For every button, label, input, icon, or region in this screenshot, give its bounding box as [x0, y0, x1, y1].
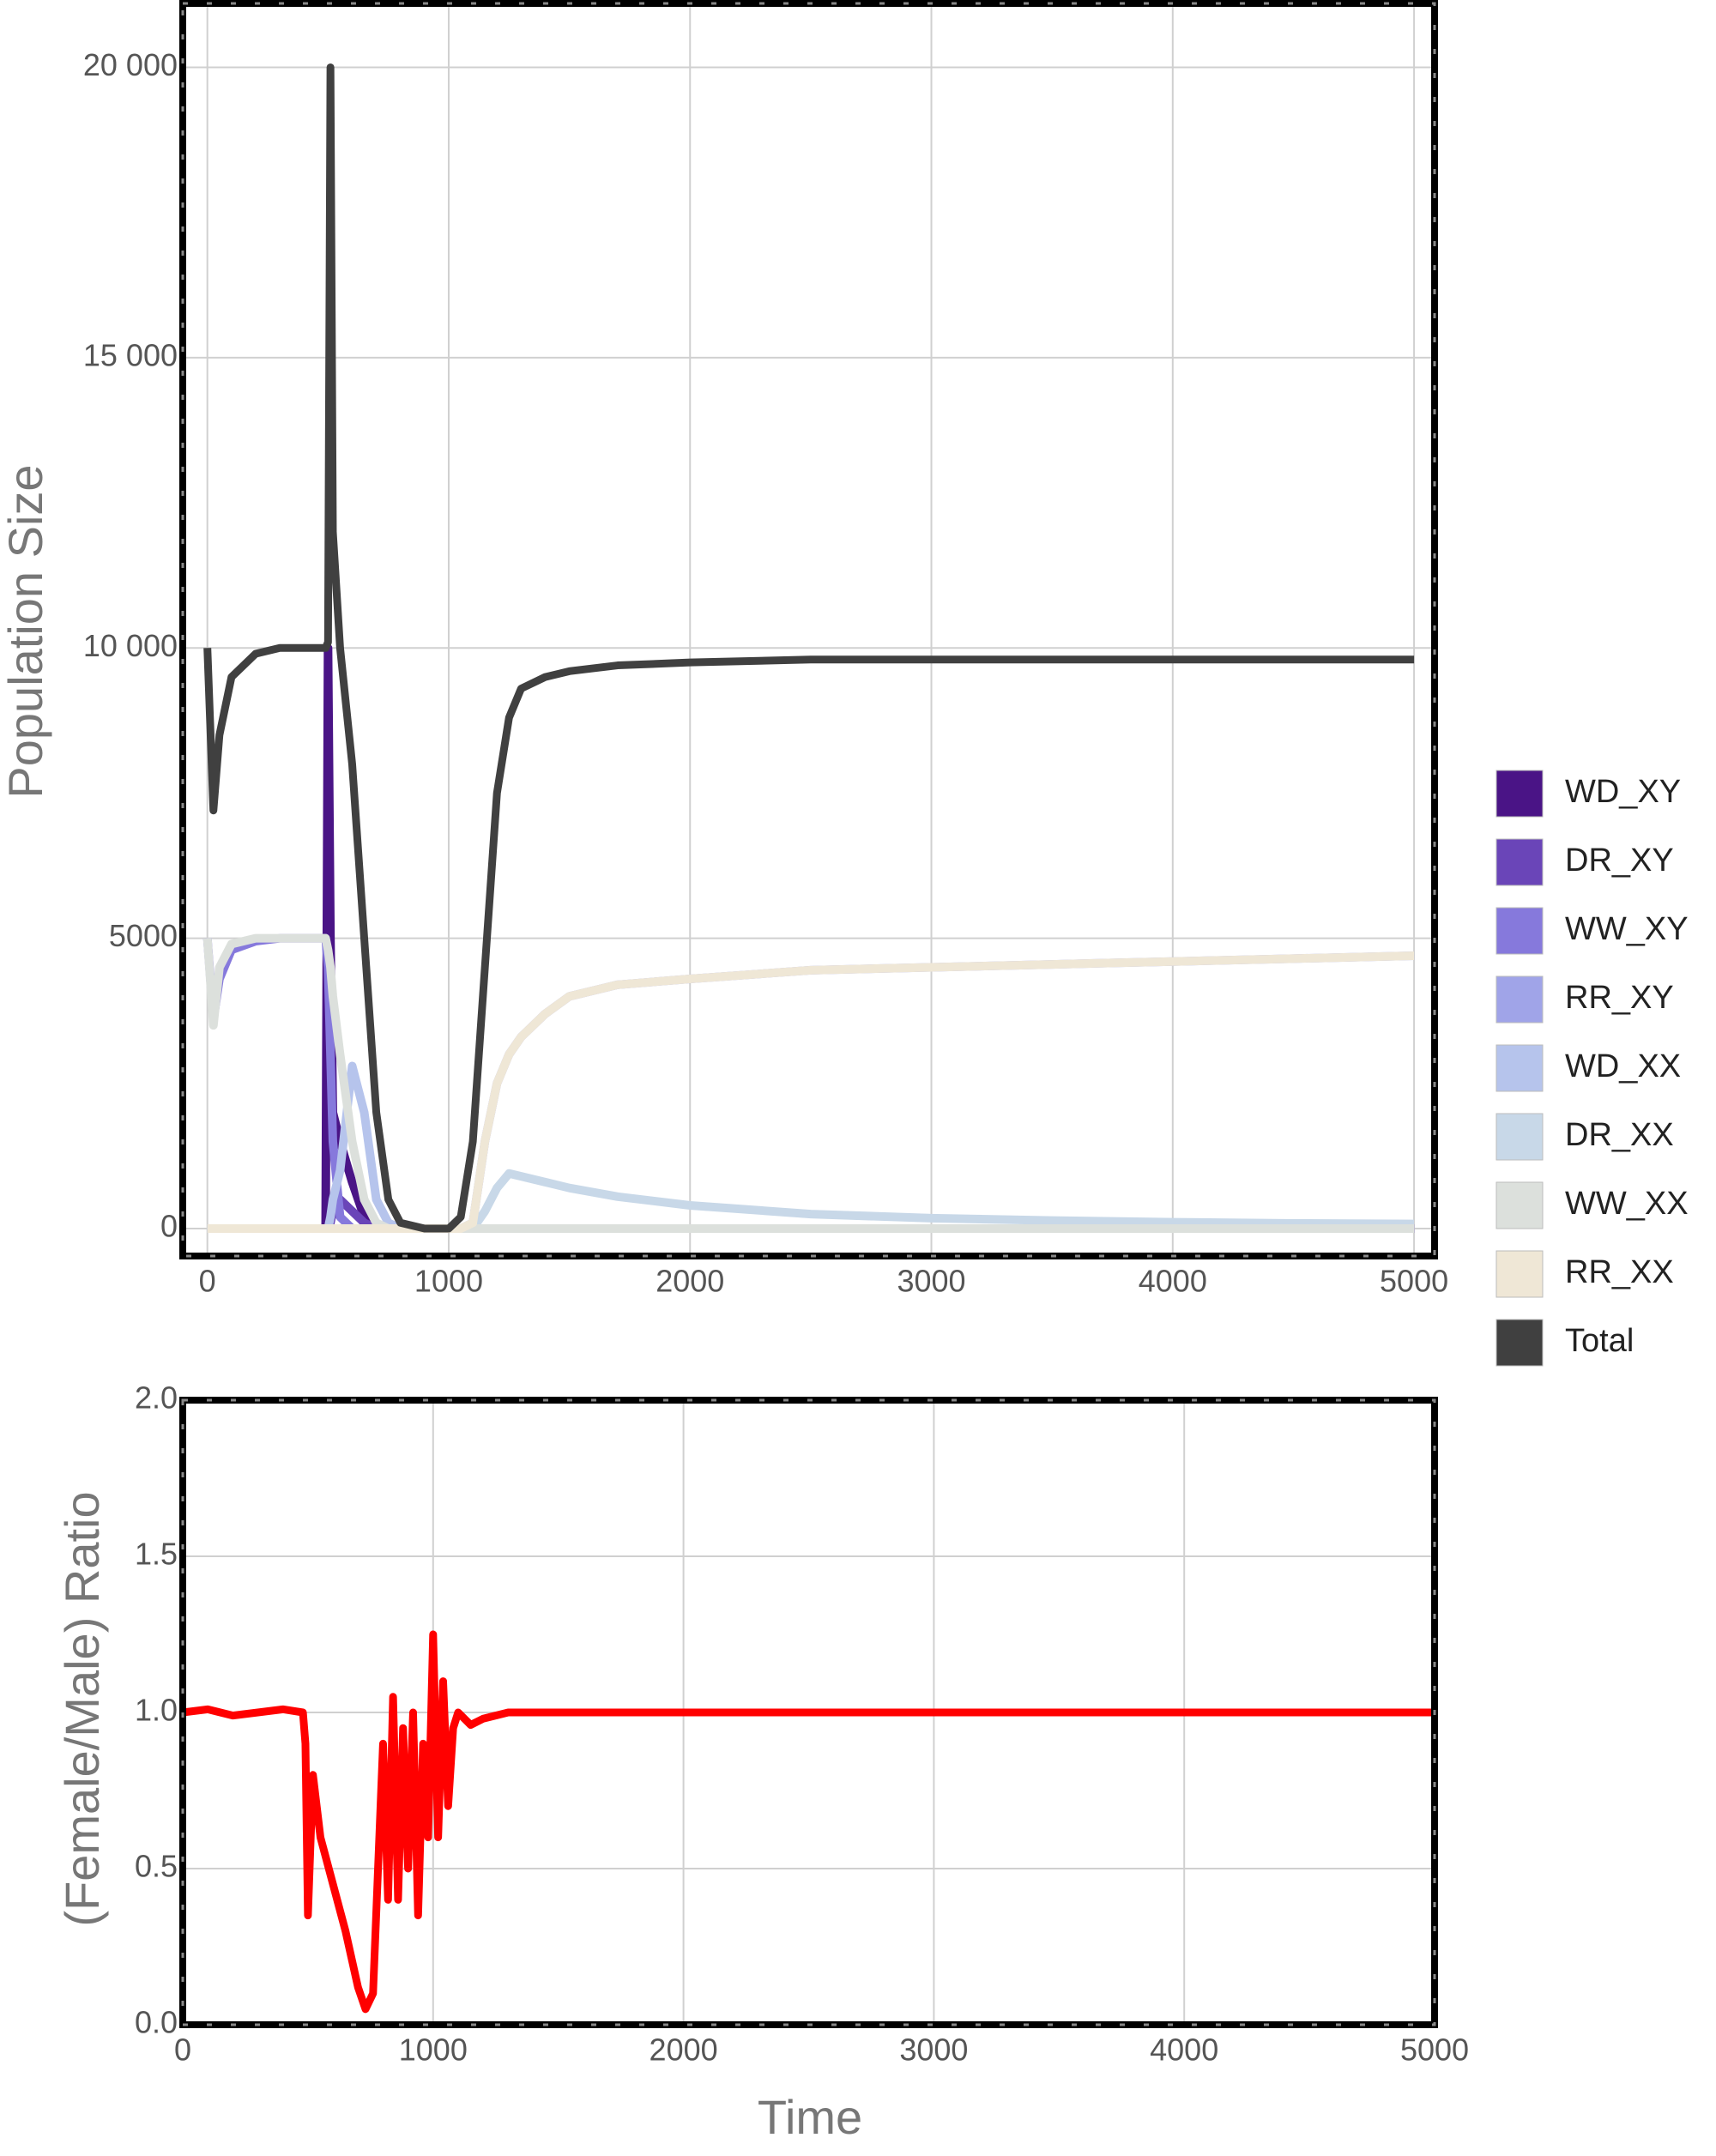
legend-swatch	[1495, 1181, 1544, 1229]
series-line	[182, 1630, 1435, 2014]
y-tick-label: 1.5	[135, 1537, 178, 1572]
x-tick-label: 5000	[1380, 1264, 1448, 1299]
y-tick-label: 5000	[109, 918, 178, 953]
y-tick-label: 0	[160, 1209, 178, 1244]
y-axis-title: (Female/Male) Ratio	[55, 1491, 109, 1926]
x-tick-label: 3000	[899, 2032, 968, 2068]
series-line	[203, 63, 1415, 1233]
legend-label: WD_XX	[1565, 1048, 1681, 1084]
legend-swatch	[1495, 1044, 1544, 1092]
legend-swatch	[1495, 907, 1544, 955]
legend-label: Total	[1565, 1323, 1634, 1359]
legend-swatch	[1495, 838, 1544, 886]
legend-swatch	[1495, 1319, 1544, 1367]
x-tick-label: 3000	[897, 1264, 965, 1299]
plot-frame-dash	[181, 2, 1436, 1258]
x-tick-label: 5000	[1400, 2032, 1469, 2068]
legend-swatch	[1495, 1113, 1544, 1161]
legend-label: RR_XY	[1565, 980, 1674, 1016]
x-tick-label: 1000	[414, 1264, 483, 1299]
legend-swatch	[1495, 770, 1544, 818]
legend-swatch	[1495, 975, 1544, 1024]
plot-area	[183, 3, 1435, 1256]
y-tick-label: 0.5	[135, 1849, 178, 1884]
x-tick-label: 1000	[399, 2032, 468, 2068]
x-tick-label: 0	[199, 1264, 216, 1299]
x-tick-label: 2000	[656, 1264, 724, 1299]
legend-label: WW_XY	[1565, 911, 1689, 947]
y-tick-label: 15 000	[83, 337, 178, 372]
x-tick-label: 4000	[1150, 2032, 1218, 2068]
legend-swatch	[1495, 1250, 1544, 1298]
legend-label: DR_XY	[1565, 842, 1674, 879]
x-tick-label: 2000	[650, 2032, 718, 2068]
plot-frame-dash	[181, 1398, 1436, 2026]
legend-label: DR_XX	[1565, 1117, 1674, 1153]
x-tick-label: 4000	[1139, 1264, 1207, 1299]
y-tick-label: 10 000	[83, 628, 178, 663]
legend-label: WD_XY	[1565, 774, 1681, 810]
y-axis-title: Population Size	[0, 464, 52, 798]
y-tick-label: 20 000	[83, 47, 178, 82]
x-axis-title: Time	[758, 2090, 862, 2144]
legend-label: RR_XX	[1565, 1254, 1674, 1290]
y-tick-label: 0.0	[135, 2005, 178, 2040]
x-tick-label: 0	[174, 2032, 191, 2068]
y-tick-label: 2.0	[135, 1380, 178, 1416]
legend-label: WW_XX	[1565, 1186, 1689, 1222]
y-tick-label: 1.0	[135, 1693, 178, 1728]
